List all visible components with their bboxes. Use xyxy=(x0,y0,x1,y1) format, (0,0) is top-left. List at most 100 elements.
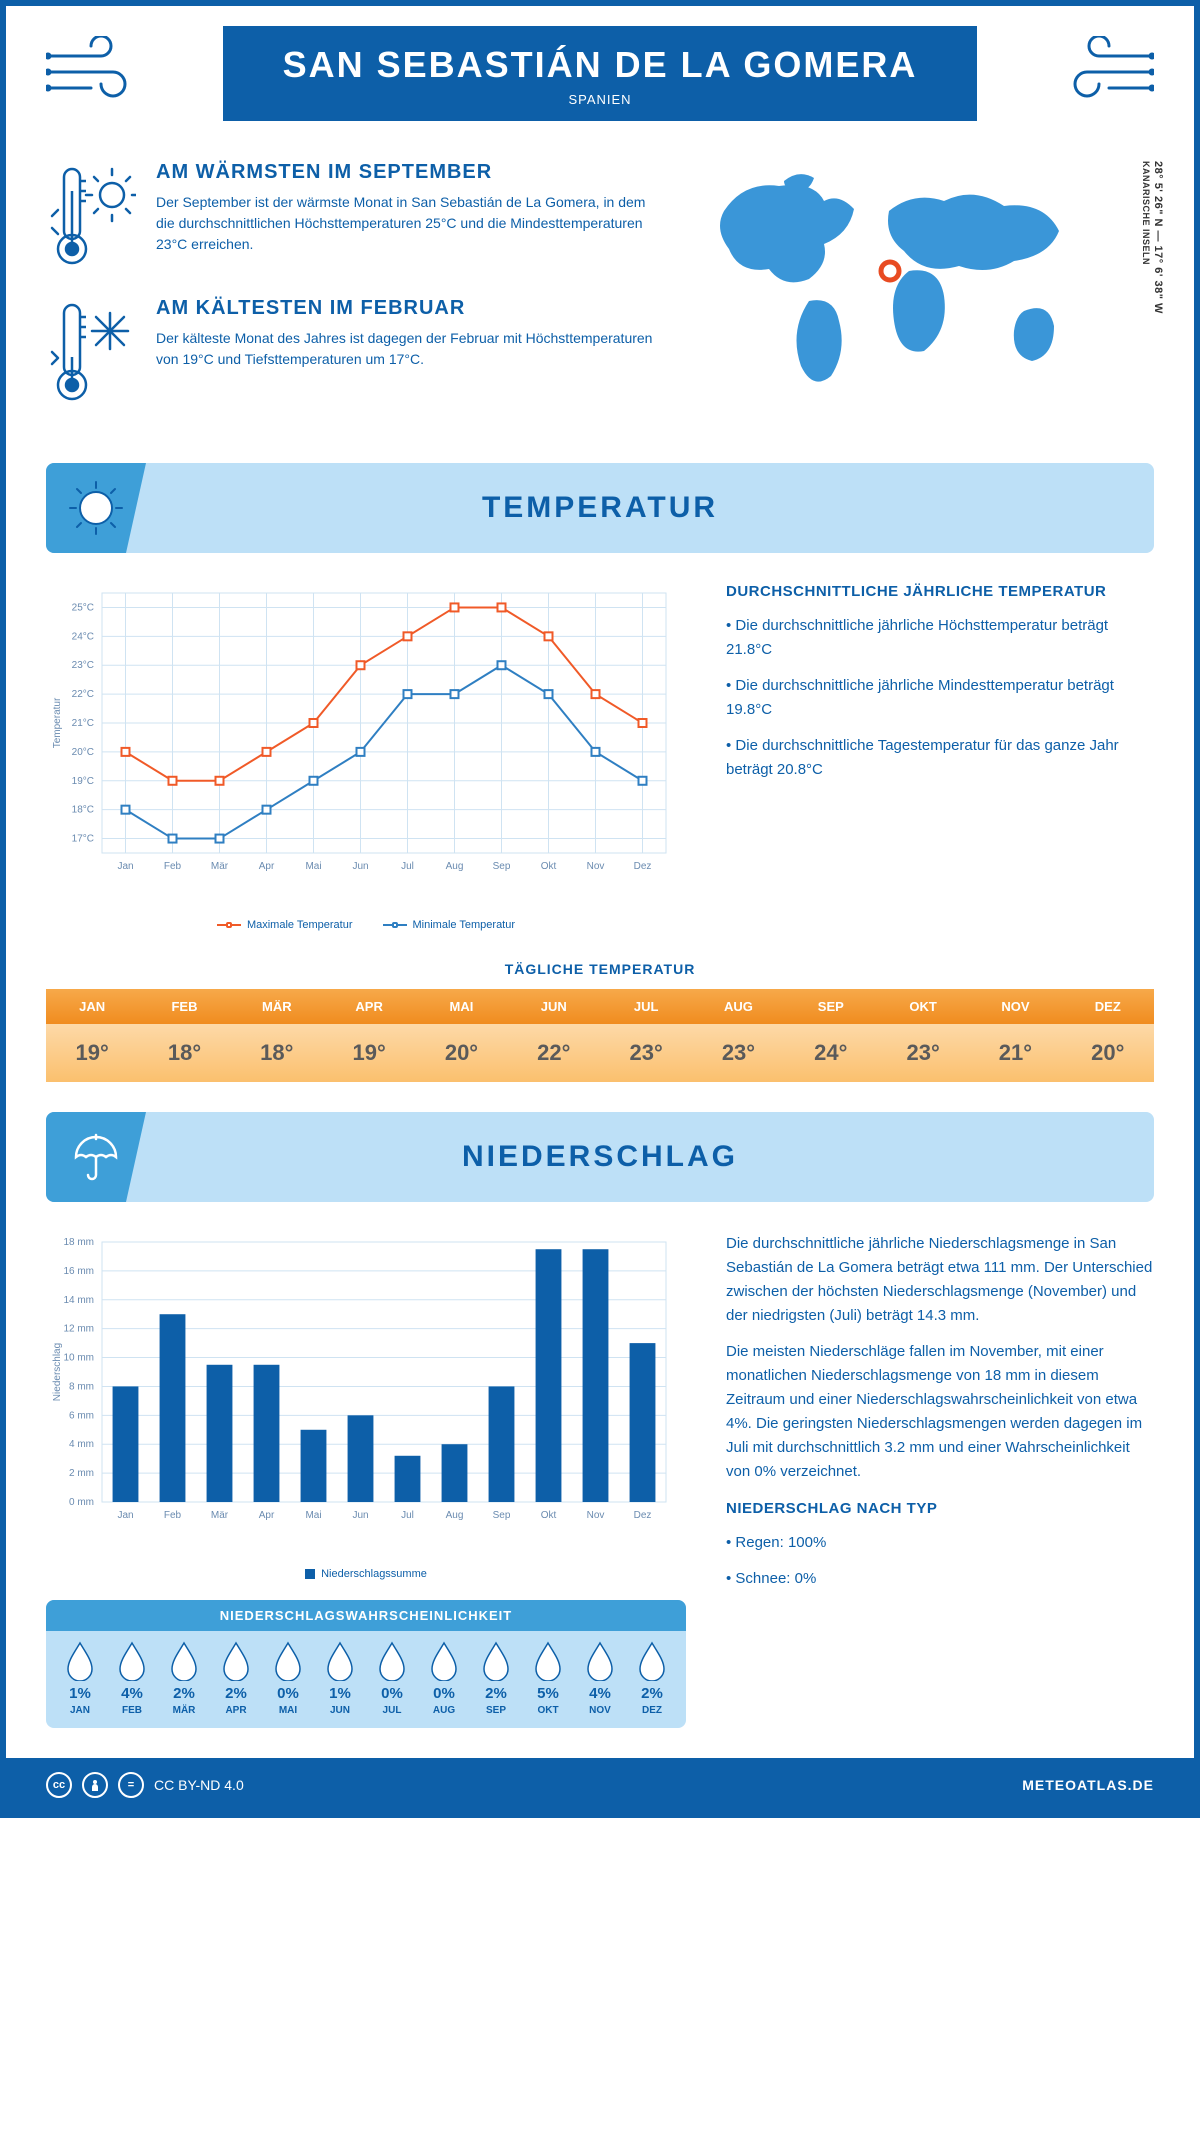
thermometer-snow-icon xyxy=(46,297,136,407)
world-map: 28° 5' 26" N — 17° 6' 38" W KANARISCHE I… xyxy=(694,161,1154,433)
precipitation-bar-chart: 0 mm 2 mm 4 mm 6 mm 8 mm 10 mm 12 mm 14 mm 16 mm… xyxy=(46,1232,686,1728)
prob-cell: 2%MÄR xyxy=(158,1641,210,1716)
prob-cell: 0%AUG xyxy=(418,1641,470,1716)
svg-text:2 mm: 2 mm xyxy=(69,1468,94,1479)
table-col: JAN19° xyxy=(46,989,138,1082)
coordinates: 28° 5' 26" N — 17° 6' 38" W KANARISCHE I… xyxy=(1140,161,1164,314)
license: cc = CC BY-ND 4.0 xyxy=(46,1772,244,1798)
svg-text:Feb: Feb xyxy=(164,861,182,872)
svg-text:21°C: 21°C xyxy=(72,718,94,729)
section-banner-precipitation: NIEDERSCHLAG xyxy=(46,1112,1154,1202)
daily-temp-title: TÄGLICHE TEMPERATUR xyxy=(46,961,1154,977)
table-col: SEP24° xyxy=(785,989,877,1082)
svg-text:24°C: 24°C xyxy=(72,631,94,642)
header: SAN SEBASTIÁN DE LA GOMERA SPANIEN xyxy=(6,6,1194,131)
table-col: MAI20° xyxy=(415,989,507,1082)
by-icon xyxy=(82,1772,108,1798)
svg-text:4 mm: 4 mm xyxy=(69,1439,94,1450)
svg-text:Jan: Jan xyxy=(117,861,133,872)
section-title: TEMPERATUR xyxy=(482,491,718,525)
svg-text:Mai: Mai xyxy=(305,1510,321,1521)
section-banner-temperature: TEMPERATUR xyxy=(46,463,1154,553)
svg-text:Aug: Aug xyxy=(446,1510,464,1521)
prob-cell: 1%JUN xyxy=(314,1641,366,1716)
svg-text:Aug: Aug xyxy=(446,861,464,872)
title-banner: SAN SEBASTIÁN DE LA GOMERA SPANIEN xyxy=(223,26,978,121)
precip-probability-panel: NIEDERSCHLAGSWAHRSCHEINLICHKEIT 1%JAN4%F… xyxy=(46,1600,686,1728)
chart-legend: Maximale Temperatur Minimale Temperatur xyxy=(46,919,686,931)
svg-text:Mär: Mär xyxy=(211,861,229,872)
thermometer-sun-icon xyxy=(46,161,136,271)
svg-text:Sep: Sep xyxy=(493,1510,511,1521)
svg-text:19°C: 19°C xyxy=(72,776,94,787)
svg-text:Dez: Dez xyxy=(634,1510,652,1521)
page-title: SAN SEBASTIÁN DE LA GOMERA xyxy=(283,44,918,86)
footer: cc = CC BY-ND 4.0 METEOATLAS.DE xyxy=(6,1758,1194,1812)
wind-icon xyxy=(46,36,156,106)
svg-text:18 mm: 18 mm xyxy=(63,1237,94,1248)
svg-text:Feb: Feb xyxy=(164,1510,182,1521)
svg-text:16 mm: 16 mm xyxy=(63,1266,94,1277)
wind-icon xyxy=(1044,36,1154,106)
chart-legend: Niederschlagssumme xyxy=(46,1568,686,1580)
svg-text:Nov: Nov xyxy=(587,1510,605,1521)
svg-text:8 mm: 8 mm xyxy=(69,1381,94,1392)
coldest-text: Der kälteste Monat des Jahres ist dagege… xyxy=(156,328,664,370)
svg-text:Jul: Jul xyxy=(401,861,414,872)
svg-text:Jun: Jun xyxy=(352,861,368,872)
precipitation-summary: Die durchschnittliche jährliche Niedersc… xyxy=(726,1232,1154,1728)
svg-text:Mai: Mai xyxy=(305,861,321,872)
page-subtitle: SPANIEN xyxy=(283,92,918,107)
table-col: MÄR18° xyxy=(231,989,323,1082)
svg-text:18°C: 18°C xyxy=(72,805,94,816)
svg-text:Apr: Apr xyxy=(259,861,275,872)
table-col: FEB18° xyxy=(138,989,230,1082)
svg-text:Mär: Mär xyxy=(211,1510,229,1521)
nd-icon: = xyxy=(118,1772,144,1798)
temperature-summary: DURCHSCHNITTLICHE JÄHRLICHE TEMPERATUR •… xyxy=(726,583,1154,931)
prob-cell: 4%FEB xyxy=(106,1641,158,1716)
table-col: NOV21° xyxy=(969,989,1061,1082)
table-col: AUG23° xyxy=(692,989,784,1082)
table-col: JUN22° xyxy=(508,989,600,1082)
svg-text:0 mm: 0 mm xyxy=(69,1497,94,1508)
prob-cell: 5%OKT xyxy=(522,1641,574,1716)
brand: METEOATLAS.DE xyxy=(1022,1777,1154,1793)
svg-text:Jun: Jun xyxy=(352,1510,368,1521)
svg-text:23°C: 23°C xyxy=(72,660,94,671)
table-col: APR19° xyxy=(323,989,415,1082)
prob-cell: 4%NOV xyxy=(574,1641,626,1716)
section-title: NIEDERSCHLAG xyxy=(462,1140,738,1174)
coldest-block: AM KÄLTESTEN IM FEBRUAR Der kälteste Mon… xyxy=(46,297,664,407)
svg-text:10 mm: 10 mm xyxy=(63,1353,94,1364)
table-col: JUL23° xyxy=(600,989,692,1082)
intro-row: AM WÄRMSTEN IM SEPTEMBER Der September i… xyxy=(46,161,1154,433)
svg-text:20°C: 20°C xyxy=(72,747,94,758)
prob-cell: 2%APR xyxy=(210,1641,262,1716)
svg-text:Apr: Apr xyxy=(259,1510,275,1521)
sun-icon xyxy=(46,463,146,553)
warmest-title: AM WÄRMSTEN IM SEPTEMBER xyxy=(156,161,664,184)
svg-text:Jul: Jul xyxy=(401,1510,414,1521)
svg-text:22°C: 22°C xyxy=(72,689,94,700)
page: SAN SEBASTIÁN DE LA GOMERA SPANIEN AM WÄ… xyxy=(0,0,1200,1818)
svg-text:Sep: Sep xyxy=(493,861,511,872)
prob-cell: 2%SEP xyxy=(470,1641,522,1716)
prob-cell: 2%DEZ xyxy=(626,1641,678,1716)
table-col: DEZ20° xyxy=(1062,989,1154,1082)
daily-temp-table: JAN19°FEB18°MÄR18°APR19°MAI20°JUN22°JUL2… xyxy=(46,989,1154,1082)
svg-text:Okt: Okt xyxy=(541,1510,557,1521)
cc-icon: cc xyxy=(46,1772,72,1798)
svg-text:6 mm: 6 mm xyxy=(69,1410,94,1421)
coldest-title: AM KÄLTESTEN IM FEBRUAR xyxy=(156,297,664,320)
temperature-line-chart: 17°C 18°C 19°C 20°C 21°C 22°C 23°C 24°C 25°C Jan F… xyxy=(46,583,686,931)
svg-text:Dez: Dez xyxy=(634,861,652,872)
svg-text:17°C: 17°C xyxy=(72,834,94,845)
svg-text:14 mm: 14 mm xyxy=(63,1295,94,1306)
svg-text:Okt: Okt xyxy=(541,861,557,872)
svg-text:25°C: 25°C xyxy=(72,602,94,613)
prob-cell: 0%JUL xyxy=(366,1641,418,1716)
svg-text:Temperatur: Temperatur xyxy=(52,697,63,748)
svg-text:12 mm: 12 mm xyxy=(63,1324,94,1335)
warmest-block: AM WÄRMSTEN IM SEPTEMBER Der September i… xyxy=(46,161,664,271)
